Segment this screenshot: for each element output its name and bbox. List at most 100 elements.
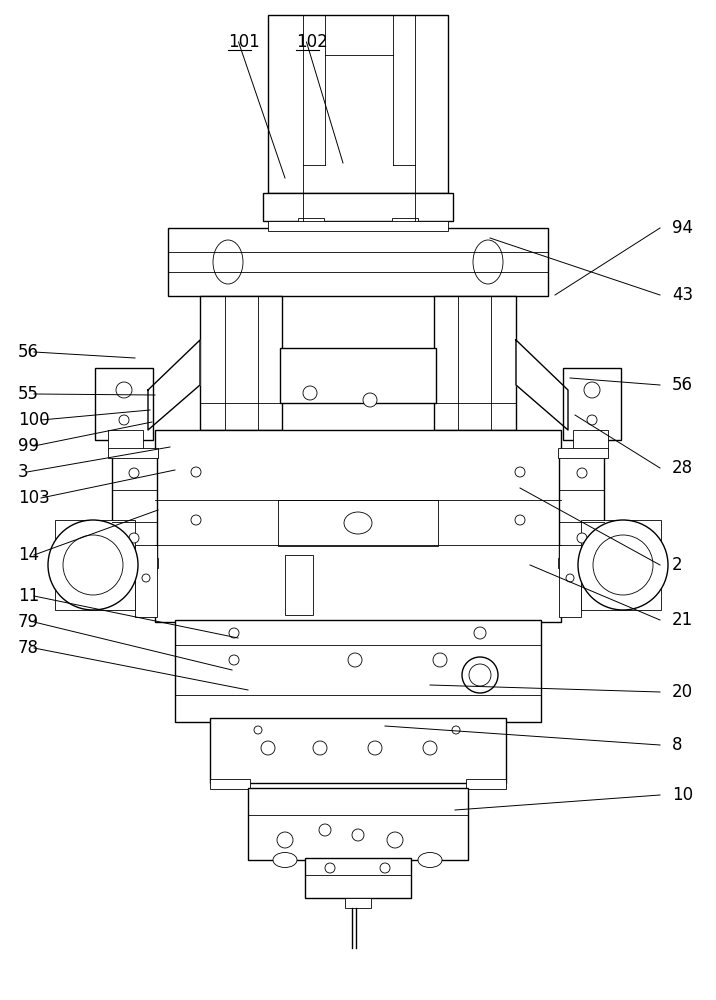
Circle shape: [277, 832, 293, 848]
Text: 79: 79: [18, 613, 39, 631]
Circle shape: [116, 382, 132, 398]
Bar: [210, 779, 250, 789]
Polygon shape: [148, 340, 200, 430]
Circle shape: [462, 657, 498, 693]
Text: 2: 2: [672, 556, 682, 574]
Circle shape: [587, 415, 597, 425]
Circle shape: [303, 386, 317, 400]
Text: 101: 101: [228, 33, 260, 51]
Circle shape: [593, 535, 653, 595]
Circle shape: [380, 863, 390, 873]
Bar: [112, 452, 157, 560]
Circle shape: [254, 726, 262, 734]
Bar: [155, 430, 561, 622]
Text: 14: 14: [18, 546, 39, 564]
Bar: [617, 554, 633, 570]
Bar: [175, 620, 541, 722]
Ellipse shape: [418, 852, 442, 867]
Circle shape: [325, 863, 335, 873]
Text: 94: 94: [672, 219, 693, 237]
Bar: [298, 218, 324, 228]
Bar: [581, 520, 661, 610]
Circle shape: [352, 829, 364, 841]
Polygon shape: [516, 340, 568, 430]
Circle shape: [577, 533, 587, 543]
Bar: [278, 500, 438, 546]
Circle shape: [191, 515, 201, 525]
Circle shape: [578, 520, 668, 610]
Circle shape: [387, 832, 403, 848]
Circle shape: [63, 535, 123, 595]
Text: 8: 8: [672, 736, 682, 754]
Text: 56: 56: [18, 343, 39, 361]
Bar: [559, 545, 581, 617]
Circle shape: [129, 468, 139, 478]
Text: 20: 20: [672, 683, 693, 701]
Ellipse shape: [273, 852, 297, 867]
Text: 56: 56: [672, 376, 693, 394]
Circle shape: [469, 664, 491, 686]
Bar: [95, 368, 153, 440]
Circle shape: [129, 533, 139, 543]
Bar: [563, 368, 621, 440]
Text: 43: 43: [672, 286, 693, 304]
Text: 100: 100: [18, 411, 49, 429]
Text: 103: 103: [18, 489, 49, 507]
Text: 102: 102: [296, 33, 328, 51]
Bar: [263, 193, 453, 221]
Text: 28: 28: [672, 459, 693, 477]
Bar: [285, 555, 313, 615]
Bar: [108, 448, 158, 458]
Circle shape: [319, 824, 331, 836]
Ellipse shape: [213, 240, 243, 284]
Circle shape: [119, 415, 129, 425]
Circle shape: [433, 653, 447, 667]
Text: 3: 3: [18, 463, 29, 481]
Bar: [392, 218, 418, 228]
Bar: [168, 228, 548, 296]
Bar: [248, 788, 468, 860]
Circle shape: [474, 627, 486, 639]
Ellipse shape: [473, 240, 503, 284]
Circle shape: [48, 520, 138, 610]
Bar: [558, 448, 608, 458]
Bar: [268, 221, 448, 231]
Text: 10: 10: [672, 786, 693, 804]
Circle shape: [515, 515, 525, 525]
Circle shape: [452, 726, 460, 734]
Bar: [558, 558, 608, 568]
Circle shape: [313, 741, 327, 755]
Circle shape: [363, 393, 377, 407]
Bar: [305, 858, 411, 898]
Circle shape: [423, 741, 437, 755]
Bar: [280, 348, 436, 403]
Circle shape: [368, 741, 382, 755]
Text: 55: 55: [18, 385, 39, 403]
Circle shape: [577, 468, 587, 478]
Bar: [466, 779, 506, 789]
Bar: [55, 520, 135, 610]
Circle shape: [261, 741, 275, 755]
Circle shape: [348, 653, 362, 667]
Bar: [200, 296, 282, 430]
Bar: [345, 898, 371, 908]
Circle shape: [515, 467, 525, 477]
Bar: [108, 430, 143, 450]
Bar: [135, 545, 157, 617]
Ellipse shape: [344, 512, 372, 534]
Circle shape: [584, 382, 600, 398]
Circle shape: [142, 574, 150, 582]
Bar: [559, 452, 604, 560]
Bar: [268, 15, 448, 193]
Circle shape: [191, 467, 201, 477]
Circle shape: [229, 655, 239, 665]
Bar: [573, 430, 608, 450]
Bar: [434, 296, 516, 430]
Circle shape: [229, 628, 239, 638]
Text: 21: 21: [672, 611, 693, 629]
Bar: [83, 554, 99, 570]
Text: 99: 99: [18, 437, 39, 455]
Bar: [108, 558, 158, 568]
Text: 11: 11: [18, 587, 39, 605]
Circle shape: [566, 574, 574, 582]
